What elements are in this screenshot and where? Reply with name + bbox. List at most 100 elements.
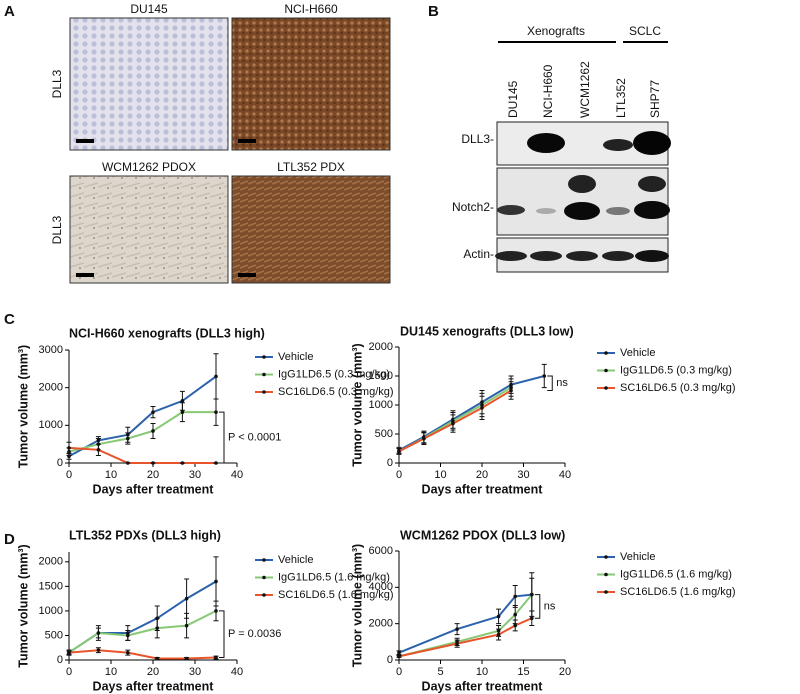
band: [606, 207, 630, 215]
point: [542, 374, 547, 378]
micrograph: [69, 17, 229, 151]
y-tick-label: 6000: [369, 545, 393, 557]
legend-label: Vehicle: [278, 351, 313, 363]
legend-label: Vehicle: [278, 554, 313, 566]
point: [513, 594, 517, 599]
x-tick-label: 40: [231, 469, 243, 481]
point: [155, 656, 159, 661]
group-label: SCLC: [629, 24, 661, 38]
micrograph: [231, 175, 391, 284]
x-tick-label: 10: [105, 469, 117, 481]
legend-dot: [604, 386, 608, 390]
y-tick-label: 2000: [39, 382, 63, 394]
x-tick-label: 0: [66, 469, 72, 481]
row-label: Notch2-: [452, 200, 494, 214]
bracket: [534, 594, 541, 619]
band: [638, 176, 666, 192]
point: [530, 616, 534, 621]
point: [184, 623, 189, 628]
group-label: Xenografts: [527, 24, 585, 38]
legend-dot: [262, 355, 266, 359]
x-tick-label: 10: [105, 666, 117, 678]
row-label: Actin-: [463, 247, 494, 261]
blot: [496, 167, 669, 236]
x-tick-label: 0: [396, 666, 402, 678]
point: [513, 612, 517, 617]
point: [397, 650, 401, 655]
band: [566, 251, 598, 261]
legend-label: IgG1LD6.5 (1.6 mg/kg): [620, 568, 732, 580]
point: [480, 406, 484, 410]
point: [126, 461, 130, 465]
point: [397, 449, 401, 454]
point: [214, 579, 218, 584]
y-axis-label: Tumor volume (mm³): [16, 345, 30, 468]
y-tick-label: 1500: [39, 580, 63, 592]
legend-label: IgG1LD6.5 (0.3 mg/kg): [278, 368, 390, 380]
point: [214, 461, 218, 465]
x-tick-label: 20: [559, 666, 571, 678]
x-tick-label: 0: [66, 666, 72, 678]
x-tick-label: 40: [231, 666, 243, 678]
legend-dot: [604, 590, 608, 594]
panel-a: DU145 NCI-H660 WCM1262 PDOX LTL352 PDX D…: [50, 2, 391, 284]
annotation: P < 0.0001: [228, 431, 281, 443]
point: [155, 626, 159, 630]
annotation: ns: [556, 377, 568, 389]
x-axis-label: Days after treatment: [422, 679, 544, 693]
point: [126, 633, 130, 638]
legend-dot: [262, 372, 266, 377]
point: [214, 410, 218, 414]
legend-dot: [262, 390, 266, 394]
y-tick-label: 3000: [39, 344, 63, 356]
band: [564, 202, 600, 220]
point: [67, 650, 71, 655]
image-label: WCM1262 PDOX: [102, 160, 196, 174]
row-label: DLL3: [50, 69, 64, 98]
y-tick-label: 2000: [369, 618, 393, 630]
panel-label: D: [4, 531, 15, 548]
x-tick-label: 20: [147, 469, 159, 481]
legend-dot: [262, 558, 266, 562]
image-label: DU145: [130, 2, 168, 16]
legend-label: Vehicle: [620, 551, 655, 563]
band: [568, 175, 596, 193]
series-line: [398, 375, 545, 452]
point: [455, 641, 459, 646]
legend-label: SC16LD6.5 (1.6 mg/kg): [620, 586, 736, 598]
legend-label: SC16LD6.5 (1.6 mg/kg): [278, 589, 394, 601]
legend-dot: [604, 555, 608, 559]
y-tick-label: 2000: [39, 556, 63, 568]
x-tick-label: 20: [147, 666, 159, 678]
point: [184, 596, 189, 601]
y-tick-label: 1000: [39, 605, 63, 617]
series-line: [398, 593, 532, 654]
x-tick-label: 20: [476, 469, 488, 481]
band: [527, 133, 565, 153]
series-line: [68, 375, 217, 458]
point: [126, 650, 130, 655]
point: [214, 374, 218, 379]
legend-dot: [604, 368, 608, 373]
point: [126, 436, 130, 441]
band: [633, 131, 671, 155]
point: [151, 461, 155, 465]
annotation: P = 0.0036: [228, 628, 281, 640]
point: [214, 655, 218, 660]
band: [603, 139, 633, 151]
lane-label: WCM1262: [578, 61, 592, 118]
scale-bar: [238, 273, 256, 277]
point: [397, 654, 401, 659]
bracket: [547, 375, 553, 391]
point: [180, 399, 185, 403]
legend-label: SC16LD6.5 (0.3 mg/kg): [620, 382, 736, 394]
x-tick-label: 0: [396, 469, 402, 481]
y-tick-label: 0: [57, 654, 63, 666]
y-axis-label: Tumor volume (mm³): [350, 343, 364, 466]
point: [96, 448, 101, 452]
lane-label: LTL352: [614, 78, 628, 118]
legend-dot: [262, 593, 266, 597]
panel-label: A: [4, 3, 15, 20]
band: [635, 250, 669, 262]
y-tick-label: 0: [387, 457, 393, 469]
